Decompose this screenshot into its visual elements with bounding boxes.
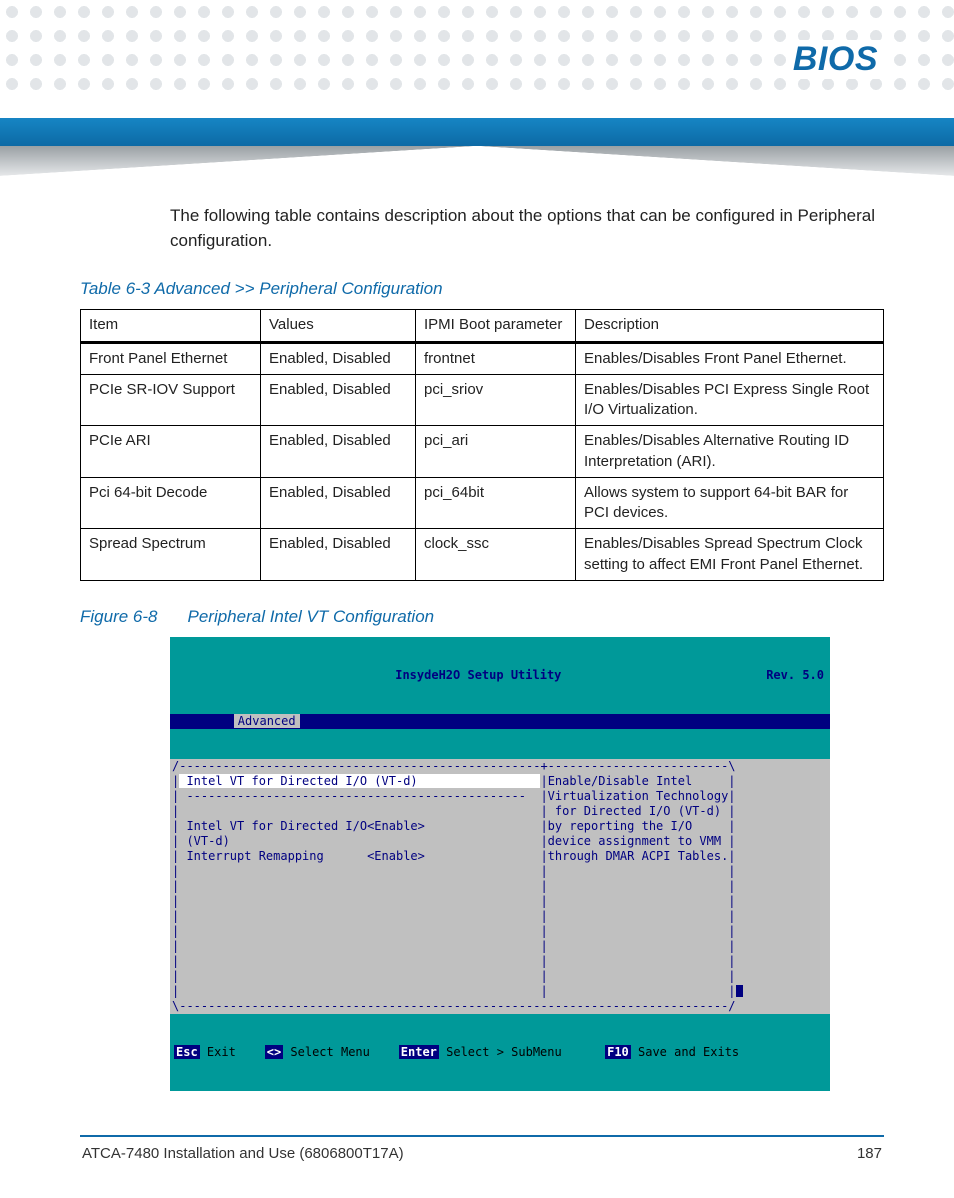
bios-key-esc: Esc <box>174 1045 200 1059</box>
table-cell: Enabled, Disabled <box>261 529 416 581</box>
table-cell: Pci 64-bit Decode <box>81 477 261 529</box>
table-cell: PCIe SR-IOV Support <box>81 374 261 426</box>
table-header-row: Item Values IPMI Boot parameter Descript… <box>81 310 884 342</box>
table-cell: pci_ari <box>416 426 576 478</box>
bios-menu-selected: Advanced <box>234 714 300 728</box>
table-cell: Allows system to support 64-bit BAR for … <box>576 477 884 529</box>
table-cell: Enables/Disables Spread Spectrum Clock s… <box>576 529 884 581</box>
bios-setup-screenshot: InsydeH2O Setup UtilityRev. 5.0 Advanced… <box>170 637 830 1091</box>
bios-text-line: | | | <box>172 954 828 969</box>
bios-title-revision: Rev. 5.0 <box>766 668 824 683</box>
table-caption: Table 6-3 Advanced >> Peripheral Configu… <box>80 279 884 299</box>
bios-title-bar: InsydeH2O Setup UtilityRev. 5.0 <box>170 667 830 684</box>
table-header-cell: Values <box>261 310 416 342</box>
bios-key-enter: Enter <box>399 1045 439 1059</box>
bios-text-line: | | | <box>172 909 828 924</box>
figure-caption: Figure 6-8 Peripheral Intel VT Configurat… <box>80 607 884 627</box>
table-cell: Front Panel Ethernet <box>81 342 261 374</box>
table-row: Spread SpectrumEnabled, Disabledclock_ss… <box>81 529 884 581</box>
bios-text-line: | Interrupt Remapping <Enable> |through … <box>172 849 828 864</box>
table-cell: PCIe ARI <box>81 426 261 478</box>
table-cell: Enables/Disables PCI Express Single Root… <box>576 374 884 426</box>
table-row: PCIe SR-IOV SupportEnabled, Disabledpci_… <box>81 374 884 426</box>
table-header-cell: Item <box>81 310 261 342</box>
table-cell: Enables/Disables Front Panel Ethernet. <box>576 342 884 374</box>
bios-body: /---------------------------------------… <box>170 759 830 1014</box>
bios-key-arrows-label: Select Menu <box>283 1045 370 1059</box>
intro-paragraph: The following table contains description… <box>170 204 884 253</box>
table-header-cell: Description <box>576 310 884 342</box>
section-title: BIOS <box>787 40 884 79</box>
bios-text-line: \---------------------------------------… <box>172 999 828 1014</box>
bios-menu-bar: Advanced <box>170 714 830 729</box>
table-cell: frontnet <box>416 342 576 374</box>
bios-text-line: | | | <box>172 924 828 939</box>
table-cell: Enabled, Disabled <box>261 374 416 426</box>
bios-text-line: | Intel VT for Directed I/O<Enable> |by … <box>172 819 828 834</box>
table-cell: pci_sriov <box>416 374 576 426</box>
bios-title-text: InsydeH2O Setup Utility <box>190 668 766 683</box>
table-cell: Enabled, Disabled <box>261 426 416 478</box>
bios-text-line: | | | <box>172 894 828 909</box>
footer-page-number: 187 <box>857 1145 882 1162</box>
table-cell: Enables/Disables Alternative Routing ID … <box>576 426 884 478</box>
bios-text-line: | | | <box>172 984 828 999</box>
figure-caption-title: Peripheral Intel VT Configuration <box>187 607 434 626</box>
bios-text-line: | | | <box>172 969 828 984</box>
bios-footer-bar: Esc Exit <> Select Menu Enter Select > S… <box>170 1044 830 1061</box>
bios-key-arrows: <> <box>265 1045 283 1059</box>
bios-text-line: | --------------------------------------… <box>172 789 828 804</box>
bios-key-f10-label: Save and Exits <box>631 1045 739 1059</box>
table-cell: Spread Spectrum <box>81 529 261 581</box>
header-blue-bar <box>0 118 954 146</box>
page-header: BIOS <box>0 0 954 118</box>
bios-text-line: | | | <box>172 939 828 954</box>
table-header-cell: IPMI Boot parameter <box>416 310 576 342</box>
table-row: PCIe ARIEnabled, Disabledpci_ariEnables/… <box>81 426 884 478</box>
bios-text-line: /---------------------------------------… <box>172 759 828 774</box>
bios-text-line: | | | <box>172 864 828 879</box>
bios-text-line: | (VT-d) |device assignment to VMM | <box>172 834 828 849</box>
table-row: Front Panel EthernetEnabled, Disabledfro… <box>81 342 884 374</box>
page-footer: ATCA-7480 Installation and Use (6806800T… <box>80 1135 884 1198</box>
table-cell: clock_ssc <box>416 529 576 581</box>
bios-key-f10: F10 <box>605 1045 631 1059</box>
bios-text-line: | | | <box>172 879 828 894</box>
table-cell: Enabled, Disabled <box>261 477 416 529</box>
header-chevron-shadow <box>0 146 954 176</box>
bios-text-line: | | for Directed I/O (VT-d) | <box>172 804 828 819</box>
peripheral-config-table: Item Values IPMI Boot parameter Descript… <box>80 309 884 581</box>
bios-key-esc-label: Exit <box>200 1045 236 1059</box>
table-row: Pci 64-bit DecodeEnabled, Disabledpci_64… <box>81 477 884 529</box>
table-cell: Enabled, Disabled <box>261 342 416 374</box>
table-cell: pci_64bit <box>416 477 576 529</box>
bios-text-line: | Intel VT for Directed I/O (VT-d) |Enab… <box>172 774 828 789</box>
bios-cursor <box>736 985 743 997</box>
figure-caption-label: Figure 6-8 <box>80 607 157 626</box>
footer-doc-title: ATCA-7480 Installation and Use (6806800T… <box>82 1145 404 1162</box>
bios-key-enter-label: Select > SubMenu <box>439 1045 562 1059</box>
